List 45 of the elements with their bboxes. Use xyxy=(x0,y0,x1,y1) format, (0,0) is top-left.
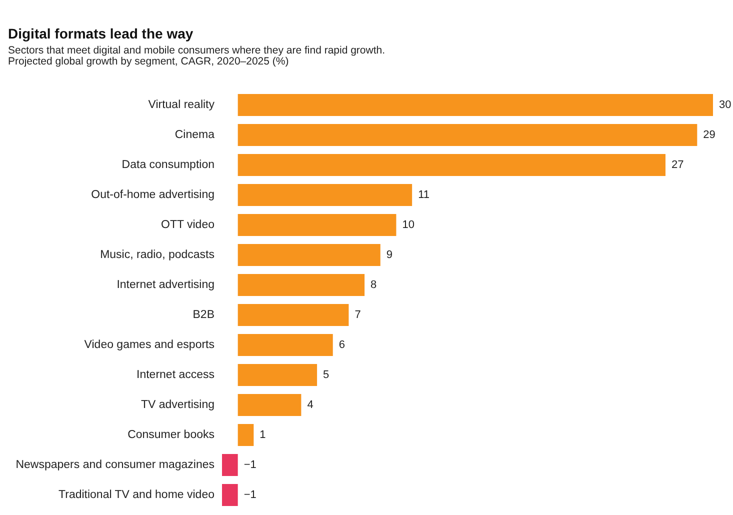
y-tick-label: B2B xyxy=(192,309,215,321)
data-label: −1 xyxy=(244,489,256,501)
bar xyxy=(238,244,380,266)
bar xyxy=(238,154,666,176)
bar xyxy=(238,274,365,296)
bar xyxy=(238,304,349,326)
data-label: 30 xyxy=(719,99,732,111)
data-label: 10 xyxy=(402,219,414,231)
bar xyxy=(238,184,412,206)
bar xyxy=(238,124,698,146)
data-label: 8 xyxy=(370,279,377,291)
bar xyxy=(238,214,396,236)
y-tick-label: Virtual reality xyxy=(148,99,215,111)
y-tick-label: OTT video xyxy=(161,219,214,231)
y-tick-label: Video games and esports xyxy=(84,339,215,351)
y-tick-label: Internet advertising xyxy=(116,279,214,291)
data-label: 5 xyxy=(323,369,330,381)
y-tick-label: Traditional TV and home video xyxy=(58,489,214,501)
bar xyxy=(238,394,302,416)
data-label: 29 xyxy=(703,129,716,141)
data-label: 6 xyxy=(338,339,345,351)
bar xyxy=(238,94,713,116)
text: Projected global growth by segment, CAGR, 2020–2025 (%) xyxy=(8,56,289,68)
data-label: 9 xyxy=(386,249,393,261)
y-tick-label: Consumer books xyxy=(128,429,215,441)
y-tick-label: Out-of-home advertising xyxy=(91,189,214,201)
chart-subtitle: Sectors that meet digital and mobile consumers where they are find rapid growth. xyxy=(8,44,386,56)
y-tick-label: Internet access xyxy=(136,369,215,381)
y-tick-label: TV advertising xyxy=(140,399,214,411)
bar xyxy=(238,424,254,446)
bar xyxy=(222,484,238,506)
y-tick-label: Cinema xyxy=(174,129,216,141)
y-tick-label: Music, radio, podcasts xyxy=(100,249,215,261)
bar xyxy=(238,334,333,356)
y-tick-label: Newspapers and consumer magazines xyxy=(16,459,215,471)
data-label: 7 xyxy=(354,309,361,321)
bar xyxy=(238,364,318,386)
text: Digital formats lead the way xyxy=(8,26,194,42)
bar xyxy=(222,454,238,476)
y-tick-label: Data consumption xyxy=(122,159,214,171)
data-label: 1 xyxy=(260,429,266,441)
data-label: 4 xyxy=(307,399,314,411)
data-label: −1 xyxy=(244,459,256,471)
data-label: 27 xyxy=(671,159,684,171)
data-label: 11 xyxy=(418,189,430,201)
